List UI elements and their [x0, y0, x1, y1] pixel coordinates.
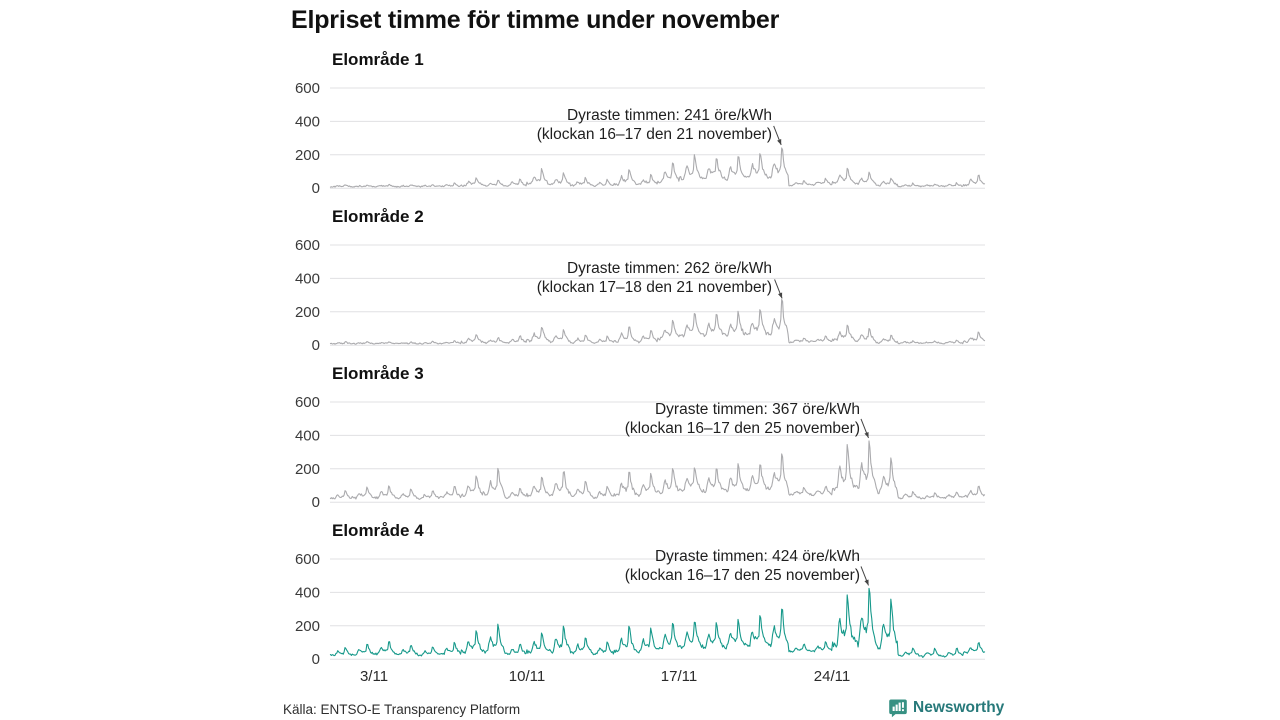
- peak-annotation: Dyraste timmen: 367 öre/kWh (klockan 16–…: [480, 401, 860, 438]
- annotation-arrowhead: [864, 431, 869, 438]
- peak-annotation-line1: Dyraste timmen: 262 öre/kWh: [566, 260, 772, 277]
- x-tick-label: 17/11: [660, 668, 698, 685]
- panel-title: Elområde 4: [332, 521, 424, 540]
- panel-chart: 0 200 400 600: [295, 240, 986, 352]
- panel-elomrade-1: Elområde 1 0 200 400 600 Dyraste timmen: 24…: [0, 50, 1280, 207]
- panel-elomrade-3: Elområde 3 0 200 400 600 Dyraste timmen: 36…: [0, 364, 1280, 521]
- newsworthy-logo: Newsworthy: [888, 698, 1004, 718]
- price-series-line: [329, 298, 986, 345]
- y-tick-label: 200: [295, 618, 320, 635]
- peak-annotation: Dyraste timmen: 262 öre/kWh (klockan 17–…: [392, 260, 772, 297]
- panel-title: Elområde 1: [332, 50, 424, 69]
- panel-elomrade-2: Elområde 2 0 200 400 600 Dyraste timmen: 26…: [0, 207, 1280, 364]
- peak-annotation-line2: (klockan 17–18 den 21 november): [536, 278, 772, 296]
- y-tick-label: 600: [295, 554, 320, 568]
- panel-title: Elområde 2: [332, 207, 424, 226]
- y-tick-label: 600: [295, 83, 320, 97]
- y-tick-label: 400: [295, 270, 320, 287]
- peak-annotation-line2: (klockan 16–17 den 25 november): [624, 419, 860, 437]
- y-tick-label: 200: [295, 147, 320, 164]
- panel-chart: 0 200 400 600: [295, 397, 986, 509]
- peak-annotation: Dyraste timmen: 241 öre/kWh (klockan 16–…: [392, 107, 772, 144]
- annotation-arrowhead: [778, 292, 783, 299]
- price-series-line: [329, 587, 986, 658]
- peak-annotation-line1: Dyraste timmen: 367 öre/kWh: [654, 401, 860, 418]
- peak-annotation-line2: (klockan 16–17 den 25 november): [624, 566, 860, 584]
- y-tick-label: 200: [295, 304, 320, 321]
- y-tick-label: 600: [295, 240, 320, 254]
- chart-title: Elpriset timme för timme under november: [291, 6, 780, 34]
- y-tick-label: 400: [295, 113, 320, 130]
- peak-annotation: Dyraste timmen: 424 öre/kWh (klockan 16–…: [480, 548, 860, 585]
- x-tick-label: 3/11: [359, 668, 389, 685]
- peak-annotation-line1: Dyraste timmen: 241 öre/kWh: [566, 107, 772, 124]
- source-text: Källa: ENTSO-E Transparency Platform: [283, 702, 521, 717]
- y-tick-label: 0: [312, 180, 320, 195]
- y-tick-label: 0: [312, 494, 320, 509]
- newsworthy-bar-chart-bubble-icon: [889, 699, 907, 718]
- price-series-line: [329, 440, 986, 500]
- price-series-line: [329, 147, 986, 188]
- peak-annotation-line1: Dyraste timmen: 424 öre/kWh: [654, 548, 860, 565]
- y-tick-label: 200: [295, 461, 320, 478]
- panel-chart: 0 200 400 600: [295, 83, 986, 195]
- newsworthy-logo-text: Newsworthy: [913, 699, 1005, 716]
- y-tick-label: 0: [312, 651, 320, 666]
- x-tick-label: 10/11: [508, 668, 546, 685]
- panel-title: Elområde 3: [332, 364, 424, 383]
- x-tick-label: 24/11: [813, 668, 851, 685]
- peak-annotation-line2: (klockan 16–17 den 21 november): [536, 125, 772, 143]
- y-tick-label: 0: [312, 337, 320, 352]
- y-tick-label: 400: [295, 584, 320, 601]
- annotation-arrowhead: [864, 579, 869, 586]
- y-tick-label: 600: [295, 397, 320, 411]
- y-tick-label: 400: [295, 427, 320, 444]
- panel-elomrade-4: Elområde 4 0 200 400 600 Dyraste timmen: 42…: [0, 521, 1280, 678]
- panel-chart: 0 200 400 600: [295, 554, 986, 666]
- annotation-arrowhead: [777, 139, 782, 145]
